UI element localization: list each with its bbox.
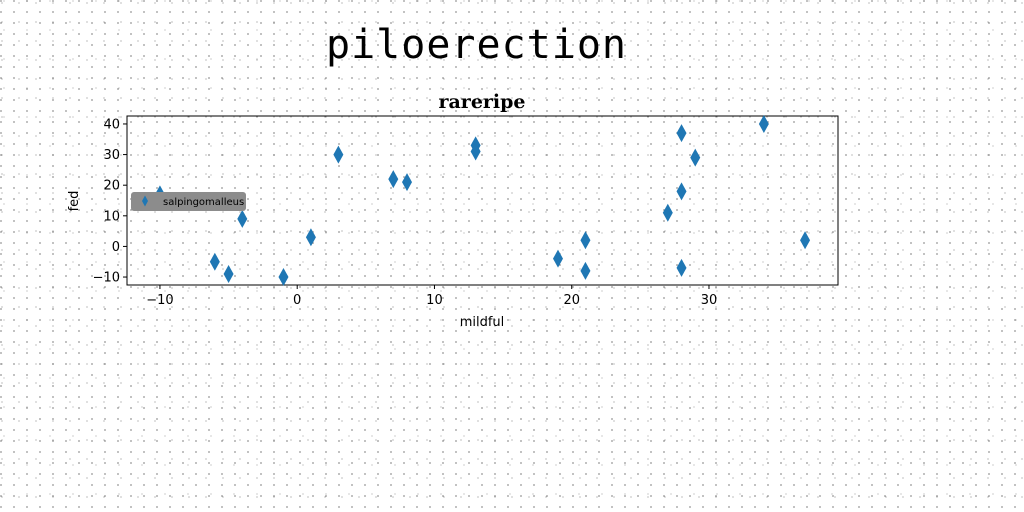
data-point (676, 182, 687, 201)
x-tick-label: 0 (293, 293, 301, 308)
data-point (237, 209, 248, 228)
data-points (154, 114, 811, 287)
x-tick-label: 20 (563, 293, 580, 308)
x-tick-label: −10 (146, 293, 173, 308)
chart-title: rareripe (438, 91, 525, 113)
page-title: piloerection (326, 22, 627, 68)
y-tick-label: −10 (93, 271, 120, 286)
data-point (388, 170, 399, 189)
data-point (662, 203, 673, 222)
data-point (402, 173, 413, 192)
y-tick-label: 10 (103, 209, 120, 224)
y-tick-label: 20 (103, 179, 120, 194)
data-point (209, 252, 220, 271)
data-point (552, 249, 563, 268)
data-point (676, 258, 687, 277)
legend-marker (142, 195, 148, 207)
data-point (580, 231, 591, 250)
legend: salpingomalleus (131, 192, 246, 211)
data-point (333, 145, 344, 164)
data-point (470, 142, 481, 161)
data-point (223, 264, 234, 283)
legend-label: salpingomalleus (163, 197, 244, 208)
y-tick-label: 30 (103, 148, 120, 163)
y-tick-label: 0 (112, 240, 120, 255)
data-point (800, 231, 811, 250)
data-point (305, 228, 316, 247)
legend-frame (131, 192, 246, 211)
plot-axes: −10 0 10 20 30 −10 0 10 20 30 40 (93, 115, 839, 308)
data-point (278, 268, 289, 287)
y-axis-label: fed (67, 191, 82, 212)
data-point (690, 148, 701, 167)
x-tick-label: 30 (701, 293, 718, 308)
data-point (758, 114, 769, 133)
data-point (676, 124, 687, 143)
x-tick-label: 10 (426, 293, 443, 308)
y-tick-label: 40 (103, 117, 120, 132)
data-point (580, 261, 591, 280)
x-axis-label: mildful (460, 315, 505, 330)
plot-frame (126, 115, 839, 286)
